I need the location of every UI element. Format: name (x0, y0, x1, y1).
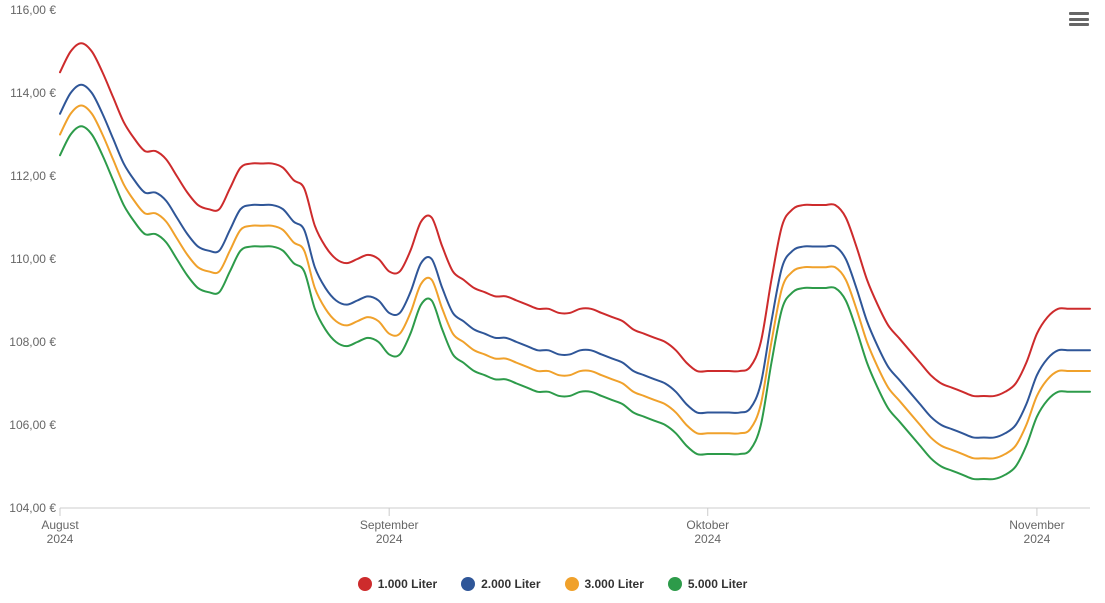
legend-item[interactable]: 5.000 Liter (668, 577, 747, 591)
chart-legend: 1.000 Liter 2.000 Liter 3.000 Liter 5.000 L… (0, 577, 1105, 591)
series-line-1 (60, 85, 1090, 438)
x-tick-label: September2024 (360, 518, 419, 546)
y-tick-label: 106,00 € (9, 418, 56, 432)
y-tick-label: 104,00 € (9, 501, 56, 515)
legend-label: 3.000 Liter (585, 577, 644, 591)
y-tick-label: 110,00 € (10, 252, 56, 266)
series-line-2 (60, 105, 1090, 458)
x-tick-label: August2024 (41, 518, 78, 546)
y-tick-label: 116,00 € (10, 3, 56, 17)
chart-canvas (0, 0, 1105, 603)
y-tick-label: 108,00 € (9, 335, 56, 349)
hamburger-menu-icon (1069, 12, 1089, 15)
legend-swatch-icon (358, 577, 372, 591)
legend-item[interactable]: 1.000 Liter (358, 577, 437, 591)
y-tick-label: 112,00 € (10, 169, 56, 183)
chart-menu-button[interactable] (1067, 8, 1091, 30)
y-tick-label: 114,00 € (10, 86, 56, 100)
legend-label: 1.000 Liter (378, 577, 437, 591)
legend-item[interactable]: 2.000 Liter (461, 577, 540, 591)
series-line-0 (60, 43, 1090, 396)
legend-label: 2.000 Liter (481, 577, 540, 591)
x-tick-label: November2024 (1009, 518, 1064, 546)
legend-swatch-icon (461, 577, 475, 591)
price-chart: 104,00 € 106,00 € 108,00 € 110,00 € 112,00 €… (0, 0, 1105, 603)
legend-swatch-icon (668, 577, 682, 591)
legend-label: 5.000 Liter (688, 577, 747, 591)
x-tick-label: Oktober2024 (686, 518, 729, 546)
legend-item[interactable]: 3.000 Liter (565, 577, 644, 591)
legend-swatch-icon (565, 577, 579, 591)
series-line-3 (60, 126, 1090, 479)
